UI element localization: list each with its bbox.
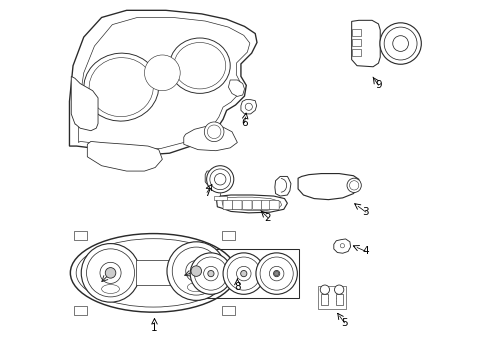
Circle shape (191, 266, 201, 276)
Ellipse shape (89, 58, 153, 117)
Polygon shape (69, 10, 257, 155)
Circle shape (349, 181, 358, 190)
FancyBboxPatch shape (261, 201, 271, 210)
Circle shape (100, 262, 121, 283)
Ellipse shape (207, 125, 221, 139)
Circle shape (81, 244, 140, 302)
Ellipse shape (169, 38, 230, 93)
FancyBboxPatch shape (252, 201, 262, 210)
Bar (213, 197, 226, 200)
Circle shape (236, 266, 250, 281)
FancyBboxPatch shape (232, 201, 242, 210)
Circle shape (203, 266, 218, 281)
Text: 1: 1 (151, 323, 158, 333)
FancyBboxPatch shape (223, 201, 232, 210)
Circle shape (346, 178, 361, 193)
Polygon shape (274, 176, 290, 196)
Bar (335, 294, 342, 305)
Circle shape (194, 257, 227, 290)
Bar (222, 306, 234, 315)
Circle shape (105, 267, 116, 278)
Text: 6: 6 (241, 118, 247, 128)
Polygon shape (216, 195, 287, 213)
Ellipse shape (76, 239, 230, 307)
Bar (74, 306, 86, 315)
Circle shape (379, 23, 421, 64)
Ellipse shape (70, 234, 236, 312)
Circle shape (392, 36, 407, 51)
Text: 5: 5 (341, 318, 347, 328)
Polygon shape (351, 20, 380, 67)
Circle shape (166, 242, 225, 300)
Polygon shape (333, 239, 350, 253)
Bar (317, 286, 345, 309)
Circle shape (207, 270, 214, 277)
Polygon shape (298, 174, 358, 200)
Ellipse shape (144, 55, 180, 91)
Ellipse shape (174, 42, 225, 89)
Circle shape (227, 257, 260, 290)
Circle shape (274, 271, 278, 276)
Polygon shape (183, 126, 237, 151)
Polygon shape (71, 76, 98, 131)
Bar (135, 260, 173, 285)
Bar (351, 29, 360, 36)
Text: 2: 2 (264, 212, 270, 222)
Circle shape (223, 253, 264, 294)
Polygon shape (205, 171, 214, 188)
Polygon shape (228, 80, 244, 96)
Circle shape (240, 270, 246, 277)
Circle shape (206, 166, 233, 193)
Circle shape (209, 169, 230, 190)
FancyBboxPatch shape (242, 201, 251, 210)
Ellipse shape (204, 122, 224, 141)
Circle shape (172, 247, 220, 295)
Circle shape (190, 253, 231, 294)
Polygon shape (87, 141, 162, 171)
Circle shape (320, 285, 329, 294)
Text: 4: 4 (362, 247, 368, 256)
Text: 3: 3 (362, 207, 368, 217)
Circle shape (269, 266, 284, 281)
Bar (351, 49, 360, 57)
Text: 7: 7 (203, 188, 210, 198)
Text: 8: 8 (234, 282, 240, 292)
Bar (321, 294, 328, 305)
Bar (351, 39, 360, 46)
Text: 9: 9 (374, 80, 381, 90)
Circle shape (384, 27, 416, 60)
Ellipse shape (83, 53, 159, 121)
Circle shape (340, 244, 344, 248)
FancyBboxPatch shape (269, 201, 279, 210)
Bar (222, 231, 234, 240)
Bar (74, 231, 86, 240)
Polygon shape (241, 100, 256, 114)
Circle shape (185, 261, 206, 282)
Ellipse shape (187, 283, 205, 292)
Circle shape (273, 270, 279, 277)
Circle shape (334, 285, 343, 294)
Circle shape (244, 103, 252, 111)
Circle shape (255, 253, 297, 294)
Circle shape (214, 174, 225, 185)
Circle shape (260, 257, 293, 290)
Ellipse shape (102, 284, 119, 293)
Circle shape (86, 249, 134, 297)
